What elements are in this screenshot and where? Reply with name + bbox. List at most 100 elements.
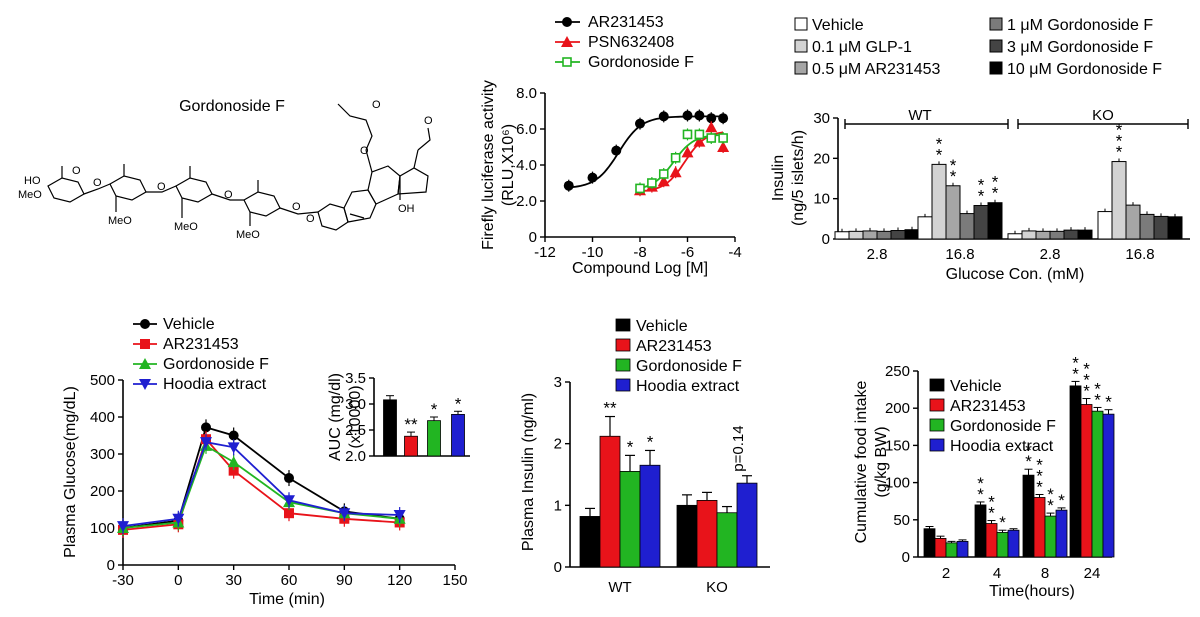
insulin-significance-star: * — [627, 437, 634, 456]
luciferase-point — [706, 133, 717, 143]
islet-y-tick-label: 0 — [822, 231, 830, 248]
luciferase-point — [682, 110, 693, 121]
insulin-significance-star: ** — [603, 399, 617, 418]
insulin-bar — [736, 482, 758, 568]
luciferase-point — [658, 111, 669, 122]
food-legend-swatch — [929, 438, 945, 452]
charts-layer: 0 2.0 4.0 6.0 8.0 -12 -10 -8 -6 -4 Compound Log [M… — [62, 14, 1190, 608]
food-x-tick-label: 2 — [942, 565, 950, 582]
luciferase-legend-marker — [562, 17, 572, 27]
atom-label: O — [224, 189, 233, 201]
islet-significance-star: * — [936, 134, 943, 153]
structure-drawing — [47, 103, 431, 231]
auc-significance-star: ** — [404, 415, 418, 434]
islet-bar — [1097, 211, 1113, 240]
insulin-y-tick-label: 1 — [554, 497, 562, 514]
luciferase-point — [694, 110, 705, 121]
food-significance-star: * — [1025, 441, 1032, 460]
luciferase-y-tick-label: 2.0 — [516, 193, 537, 210]
insulin-bar — [599, 435, 621, 568]
food-significance-star: * — [1047, 485, 1054, 504]
insulin-x-tick-label: WT — [608, 579, 631, 596]
luciferase-x-tick-label: -4 — [728, 244, 741, 261]
islet-significance-star: * — [978, 187, 985, 206]
atom-label: O — [372, 99, 381, 111]
glucose-legend-marker — [140, 319, 150, 329]
insulin-legend-swatch — [615, 338, 631, 352]
atom-label: OH — [398, 203, 415, 215]
luciferase-point — [718, 133, 728, 143]
auc-y-tick-label: 2.5 — [345, 422, 366, 439]
islet-legend-label: 3 μM Gordonoside F — [1007, 39, 1153, 56]
glucose-legend-label: Gordonoside F — [163, 356, 269, 373]
islet-bar — [848, 230, 864, 240]
luciferase-x-tick-label: -10 — [582, 244, 604, 261]
islet-significance-star: * — [992, 184, 999, 203]
glucose-legend-label: Hoodia extract — [163, 376, 267, 393]
islet-bar — [973, 205, 989, 240]
food-bar — [1055, 509, 1068, 558]
luciferase-legend-label: Gordonoside F — [588, 54, 694, 71]
food-significance-star: * — [1025, 452, 1032, 471]
food-bar — [996, 532, 1009, 558]
auc-significance-star: * — [455, 394, 462, 413]
luciferase-point — [669, 166, 682, 178]
glucose-point — [172, 513, 185, 525]
glucose-x-tick-label: -30 — [112, 572, 134, 589]
islet-bar — [890, 230, 906, 240]
islet-bar — [1139, 213, 1155, 240]
insulin-legend-swatch — [615, 358, 631, 372]
luciferase-y-label-line: (RLU,X10⁶) — [500, 124, 517, 206]
food-x-label: Time(hours) — [989, 583, 1075, 600]
islet-legend-swatch — [794, 39, 808, 53]
atom-label: O — [424, 115, 433, 127]
islet-legend-label: 1 μM Gordonoside F — [1007, 17, 1153, 34]
chart-auc-inset: 2.02.53.03.5*** *AUC (mg/dl) (x10000) — [327, 370, 470, 465]
glucose-point — [338, 508, 351, 520]
food-bar — [1069, 385, 1082, 558]
luciferase-point — [563, 180, 574, 191]
luciferase-x-tick-label: -6 — [681, 244, 694, 261]
islet-y-tick-label: 10 — [813, 191, 830, 208]
glucose-x-tick-label: 30 — [225, 572, 242, 589]
insulin-bar — [639, 464, 661, 568]
luciferase-legend-label: PSN632408 — [588, 34, 674, 51]
glycosidic-bond-3 — [211, 193, 244, 201]
food-significance-star: * — [1058, 491, 1065, 510]
steroid-ring-d — [397, 167, 429, 195]
food-significance-star: * — [977, 474, 984, 493]
glucose-x-tick-label: 120 — [387, 572, 412, 589]
islet-legend-swatch — [989, 61, 1003, 75]
glucose-legend-label: AR231453 — [163, 336, 239, 353]
acetyl-bond — [413, 149, 419, 169]
luciferase-point — [587, 172, 598, 183]
glucose-point — [393, 510, 406, 522]
islet-x-tick-label: 16.8 — [1125, 246, 1154, 263]
glucose-point — [201, 422, 211, 433]
insulin-legend-swatch — [615, 378, 631, 392]
glycosidic-bond-4 — [279, 207, 319, 215]
islet-x-tick-label: 2.8 — [867, 246, 888, 263]
insulin-bar — [716, 512, 738, 568]
islet-bar — [1007, 233, 1023, 240]
islet-significance-star: * — [950, 167, 957, 186]
food-y-tick-label: 250 — [885, 363, 910, 380]
islet-bar — [1035, 230, 1051, 240]
insulin-legend-swatch — [615, 318, 631, 332]
islet-significance-star: * — [950, 156, 957, 175]
islet-bar — [945, 185, 961, 240]
luciferase-y-tick-label: 8.0 — [516, 85, 537, 102]
glycosidic-bond-1 — [83, 183, 111, 195]
glucose-x-tick-label: 0 — [174, 572, 182, 589]
food-bar — [1022, 474, 1035, 558]
islet-significance-star: * — [978, 176, 985, 195]
islet-bar — [1063, 229, 1079, 240]
auc-bar — [451, 413, 465, 457]
luciferase-y-tick-label: 0 — [529, 229, 537, 246]
islet-legend-label: 0.5 μM AR231453 — [812, 61, 941, 78]
glucose-y-tick-label: 0 — [107, 557, 115, 574]
food-y-tick-label: 100 — [885, 475, 910, 492]
